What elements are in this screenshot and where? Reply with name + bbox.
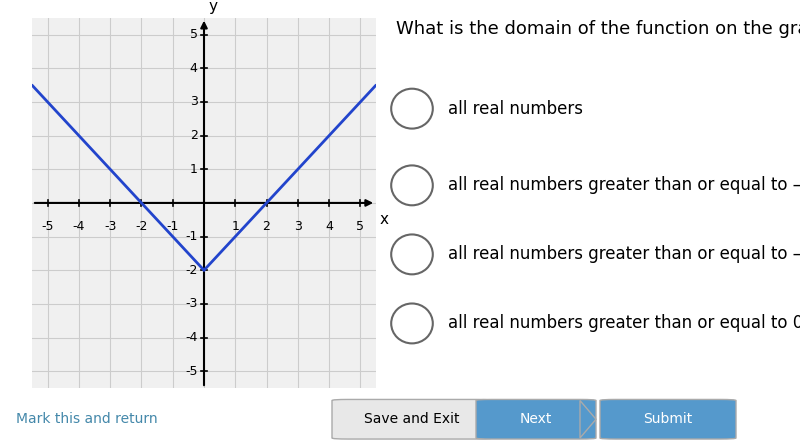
Text: all real numbers: all real numbers [448, 99, 583, 118]
Text: 3: 3 [190, 95, 198, 108]
Text: 2: 2 [262, 220, 270, 233]
Text: What is the domain of the function on the graph?: What is the domain of the function on th… [396, 21, 800, 38]
Text: -1: -1 [186, 230, 198, 243]
Text: 4: 4 [190, 62, 198, 75]
Text: Mark this and return: Mark this and return [16, 412, 158, 426]
FancyBboxPatch shape [332, 400, 492, 439]
Text: -2: -2 [186, 264, 198, 277]
Polygon shape [580, 401, 596, 438]
Text: -1: -1 [166, 220, 179, 233]
Text: 1: 1 [231, 220, 239, 233]
Text: 1: 1 [190, 163, 198, 176]
FancyBboxPatch shape [600, 400, 736, 439]
Text: -5: -5 [186, 365, 198, 378]
Text: -3: -3 [104, 220, 116, 233]
Text: -3: -3 [186, 297, 198, 310]
Text: 2: 2 [190, 129, 198, 142]
Text: Save and Exit: Save and Exit [364, 412, 460, 426]
Text: -2: -2 [135, 220, 148, 233]
Text: Submit: Submit [643, 412, 693, 426]
Text: 5: 5 [356, 220, 364, 233]
Text: Next: Next [520, 412, 552, 426]
Text: y: y [209, 0, 218, 14]
Text: -4: -4 [186, 331, 198, 344]
FancyBboxPatch shape [476, 400, 596, 439]
Text: all real numbers greater than or equal to 0: all real numbers greater than or equal t… [448, 314, 800, 332]
Text: -4: -4 [73, 220, 85, 233]
Text: 3: 3 [294, 220, 302, 233]
Text: all real numbers greater than or equal to –2: all real numbers greater than or equal t… [448, 176, 800, 194]
Text: -5: -5 [42, 220, 54, 233]
Text: 5: 5 [190, 28, 198, 41]
Text: 4: 4 [325, 220, 333, 233]
Text: x: x [379, 212, 388, 227]
Text: all real numbers greater than or equal to –5: all real numbers greater than or equal t… [448, 245, 800, 264]
